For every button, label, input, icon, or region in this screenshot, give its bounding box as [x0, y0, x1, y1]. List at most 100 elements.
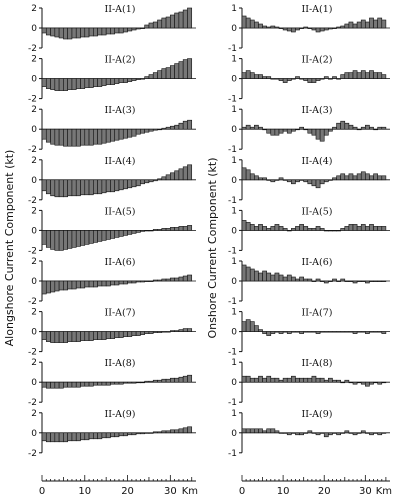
bar	[182, 427, 188, 434]
bar	[348, 381, 354, 384]
bar	[360, 171, 366, 181]
bar	[274, 377, 280, 383]
bar	[161, 127, 167, 130]
bar	[377, 126, 383, 130]
y-tick-label: 1	[231, 55, 237, 65]
bar	[157, 279, 163, 282]
bar	[127, 331, 133, 337]
bar	[311, 228, 317, 231]
panel-alongshore-1: 2 0 -2 II-A(1)	[28, 4, 196, 54]
bar	[71, 78, 77, 90]
bar	[254, 325, 259, 332]
bar	[299, 27, 304, 29]
bar	[67, 331, 73, 342]
bar	[270, 428, 276, 434]
bar	[170, 227, 175, 231]
bar	[122, 179, 128, 190]
bar	[249, 224, 255, 231]
bar	[75, 27, 81, 39]
bar	[88, 128, 94, 146]
bar	[381, 19, 387, 29]
y-tick-label: 1	[231, 206, 237, 216]
bar	[157, 128, 163, 131]
bar	[144, 24, 150, 29]
bar	[258, 74, 263, 79]
bar	[274, 224, 280, 231]
bar	[161, 68, 167, 79]
x-tick-label: 10	[78, 486, 91, 497]
bar	[148, 22, 154, 29]
bar	[295, 76, 300, 79]
bar	[114, 128, 120, 141]
bar	[323, 76, 329, 79]
bar	[110, 331, 116, 339]
y-tick-label: 0	[231, 226, 237, 236]
bar	[157, 229, 163, 231]
bar	[63, 331, 68, 343]
bar	[348, 331, 354, 333]
y-tick-label: 0	[31, 24, 37, 34]
bar	[97, 230, 103, 242]
bar	[135, 128, 141, 135]
bar	[356, 226, 362, 231]
bar	[282, 179, 288, 181]
x-unit-label: Km	[376, 486, 392, 497]
bar	[348, 280, 354, 282]
bar	[170, 172, 175, 181]
panel-title: II-A(1)	[301, 4, 332, 15]
panel-title: II-A(2)	[301, 55, 332, 66]
bar	[144, 280, 150, 282]
y-tick-label: 0	[31, 176, 37, 186]
bar	[328, 230, 333, 232]
bar	[101, 381, 107, 386]
bar	[157, 19, 163, 29]
bar	[319, 331, 325, 333]
bar	[170, 429, 175, 434]
bar	[315, 331, 321, 334]
bar	[75, 432, 81, 442]
bar	[178, 226, 184, 231]
bar	[262, 270, 267, 282]
bar	[258, 428, 263, 434]
bar	[58, 78, 64, 91]
bar	[299, 331, 304, 334]
bar	[352, 381, 358, 385]
bar	[270, 226, 276, 231]
bar	[45, 331, 51, 342]
bar	[365, 72, 370, 79]
bar	[360, 19, 366, 29]
bar	[187, 426, 193, 434]
bar	[332, 126, 337, 130]
bar	[84, 432, 90, 441]
bar	[135, 432, 141, 435]
x-tick-label: 20	[121, 486, 134, 497]
bar	[161, 430, 167, 434]
bar	[131, 432, 137, 436]
bar	[336, 230, 341, 232]
bar	[122, 27, 128, 33]
bar	[274, 272, 280, 282]
bar	[344, 23, 350, 29]
bar	[274, 179, 280, 181]
bar	[348, 124, 354, 130]
bar	[323, 27, 329, 31]
bar	[352, 280, 358, 284]
bar	[241, 72, 247, 79]
bar	[41, 179, 47, 192]
y-tick-label: -2	[28, 297, 37, 307]
bar	[266, 179, 272, 181]
bar	[75, 331, 81, 342]
bar	[110, 78, 116, 85]
bar	[182, 375, 188, 383]
bar	[332, 230, 337, 232]
y-tick-label: 0	[31, 378, 37, 388]
bar	[144, 331, 150, 334]
bar	[365, 124, 370, 130]
bar	[122, 280, 128, 285]
bar	[307, 228, 313, 231]
bar	[148, 74, 154, 79]
bar	[328, 432, 333, 436]
bar	[50, 128, 56, 145]
bar	[84, 381, 90, 387]
bar	[50, 27, 56, 37]
